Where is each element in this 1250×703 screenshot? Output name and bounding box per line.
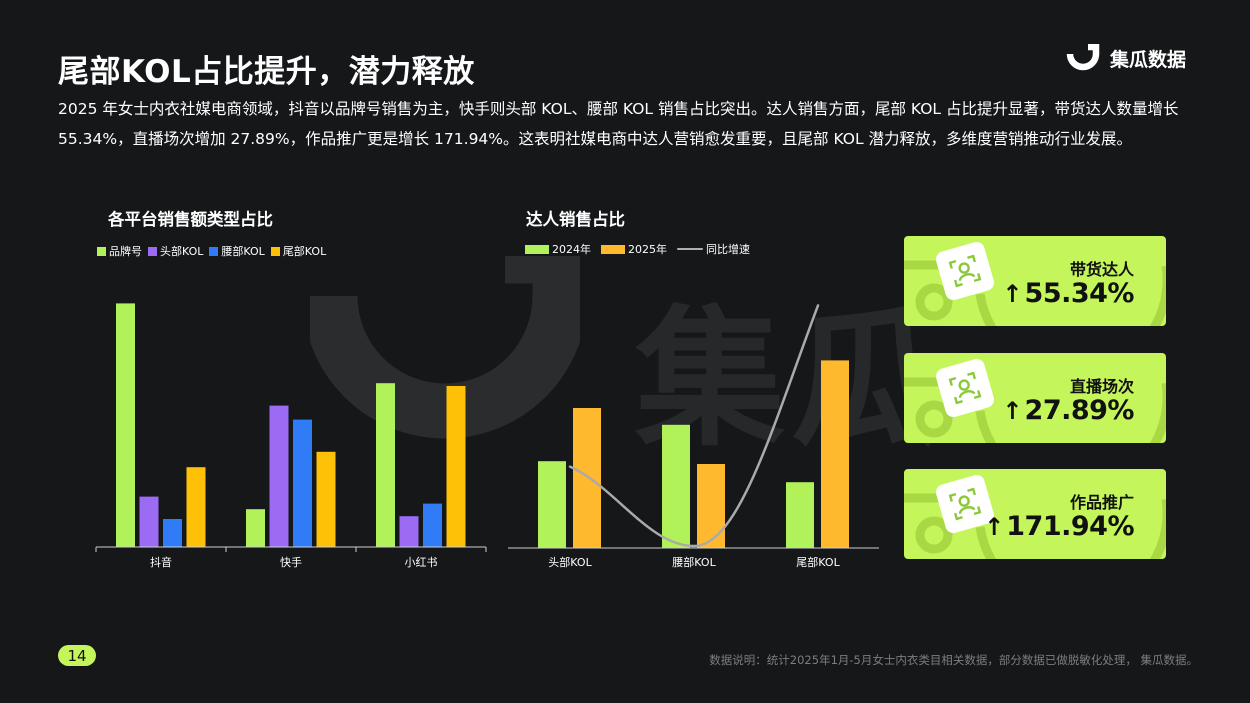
x-tick-label: 快手 [280,555,302,569]
chart1-title: 各平台销售额类型占比 [108,210,273,229]
legend-label: 腰部KOL [221,245,265,258]
page-description: 2025 年女士内衣社媒电商领域，抖音以品牌号销售为主，快手则头部 KOL、腰部… [58,100,1179,148]
legend-item-yoy: 同比增速 [677,241,750,257]
legend-swatch [97,246,106,256]
legend-swatch [148,246,157,256]
bar [269,405,289,547]
bar [446,386,466,547]
bar [697,464,725,548]
bar [163,519,182,547]
kpi-value-row: ↑ 171.94% [984,511,1134,542]
brand-name: 集瓜数据 [1110,48,1187,71]
page-title: 尾部KOL占比提升，潜力释放 [58,54,475,90]
legend-item-tail-kol: 尾部KOL [270,243,327,259]
legend-label: 品牌号 [109,245,142,258]
bar [186,467,206,547]
footnote: 数据说明：统计2025年1月-5月女士内衣类目相关数据，部分数据已做脱敏化处理，… [709,653,1198,667]
legend-item-2024: 2024年 [525,241,591,257]
legend-label: 2025年 [628,243,667,256]
bar [423,503,442,547]
kpi-value: 27.89% [1024,395,1135,426]
bar [786,482,814,548]
x-tick-label: 尾部KOL [796,555,840,569]
bar [116,303,135,547]
legend-label: 头部KOL [160,245,204,258]
kpi-value: 55.34% [1024,278,1135,309]
x-tick-label: 抖音 [150,555,172,569]
bar [293,419,312,547]
arrow-up-icon: ↑ [984,512,1005,541]
chart2-title: 达人销售占比 [526,210,625,229]
legend-swatch [270,246,280,256]
kpi-value-row: ↑ 27.89% [1002,395,1134,426]
bar [399,516,419,547]
kpi-label: 作品推广 [1069,493,1134,512]
legend-item-2025: 2025年 [601,241,667,257]
person-scan-icon [934,357,996,419]
legend-item-waist-kol: 腰部KOL [209,243,265,259]
bar [139,496,159,547]
bar [538,461,566,548]
legend-swatch [209,246,219,256]
x-tick-label: 头部KOL [548,555,592,569]
person-scan-icon [934,240,996,302]
legend-swatch [525,244,549,254]
kpi-label: 直播场次 [1069,377,1134,396]
x-tick-label: 小红书 [405,556,438,569]
kpi-card-sellers: 带货达人 ↑ 55.34% [904,236,1166,326]
kpi-card-content: 作品推广 ↑ 171.94% [904,469,1166,559]
page-number: 14 [58,645,96,666]
chart1-plot: 抖音 快手 小红书 [95,303,487,569]
legend-label: 2024年 [552,243,591,256]
bar [662,424,690,548]
chart2-legend: 2024年 2025年 同比增速 [525,241,750,257]
arrow-up-icon: ↑ [1002,279,1023,308]
brand-logo: 集瓜数据 [1066,44,1186,72]
chart1-legend: 品牌号 头部KOL 腰部KOL 尾部KOL [97,243,326,259]
bar [246,509,265,547]
legend-line-swatch [677,247,703,251]
line-series-yoy [568,304,820,548]
legend-label: 尾部KOL [282,245,327,258]
arrow-up-icon: ↑ [1002,396,1023,425]
legend-item-head-kol: 头部KOL [148,243,203,259]
brand-logo-icon [1066,44,1100,71]
person-scan-icon [934,473,996,535]
x-tick-label: 腰部KOL [672,555,716,569]
bar [376,383,395,547]
bar [573,408,601,548]
bar [316,451,336,547]
kpi-value-row: ↑ 55.34% [1002,278,1134,309]
chart2-plot: 头部KOL 腰部KOL 尾部KOL [508,304,879,569]
bar [821,360,849,548]
legend-swatch [601,244,625,254]
legend-item-brand: 品牌号 [97,243,142,259]
kpi-card-livestreams: 直播场次 ↑ 27.89% [904,353,1166,443]
kpi-label: 带货达人 [1069,260,1134,279]
kpi-value: 171.94% [1006,511,1134,542]
legend-label: 同比增速 [706,243,750,256]
